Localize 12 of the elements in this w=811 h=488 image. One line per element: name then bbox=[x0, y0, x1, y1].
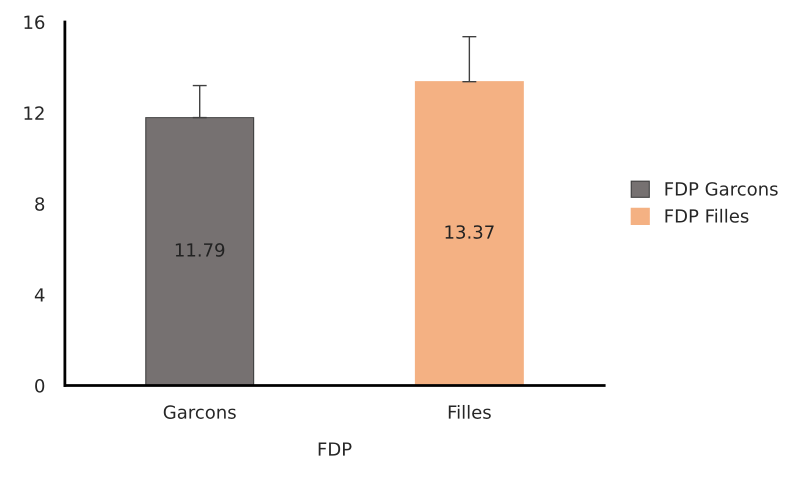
legend-label: FDP Garcons bbox=[666, 182, 778, 196]
legend-label: FDP Filles bbox=[666, 208, 748, 223]
y-tick-label: 0 bbox=[35, 378, 44, 393]
x-tick-label: Filles bbox=[448, 404, 491, 419]
data-label: 13.37 bbox=[446, 225, 494, 239]
y-tick-label: 4 bbox=[34, 288, 44, 302]
y-tick-label: 12 bbox=[24, 106, 44, 120]
y-tick-label: 16 bbox=[24, 15, 44, 30]
x-tick-label: Garcons bbox=[164, 405, 236, 419]
data-label: 11.79 bbox=[176, 243, 224, 257]
y-tick-label: 8 bbox=[35, 197, 44, 211]
x-axis-title: FDP bbox=[318, 442, 352, 456]
